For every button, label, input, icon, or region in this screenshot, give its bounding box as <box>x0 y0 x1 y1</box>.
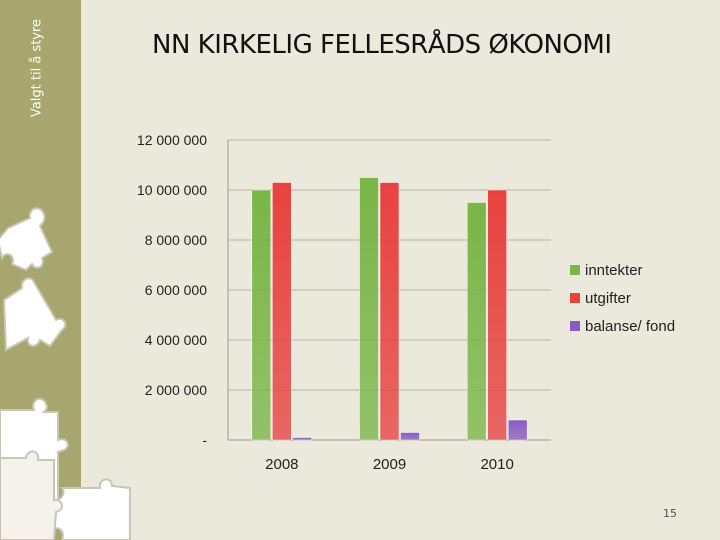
y-tick-label: 8 000 000 <box>145 232 207 248</box>
puzzle-piece-icon <box>0 207 54 272</box>
y-tick-label: 10 000 000 <box>137 182 207 198</box>
legend-swatch <box>570 265 580 275</box>
legend-swatch <box>570 293 580 303</box>
legend-entry: inntekter <box>585 262 643 279</box>
y-tick-label: 2 000 000 <box>145 382 207 398</box>
bar-inntekter-2008 <box>251 189 272 441</box>
puzzle-piece-icon <box>0 450 63 540</box>
bar-balanse-fond-2009 <box>400 432 420 441</box>
bar-inntekter-2010 <box>466 202 487 441</box>
slide-title: NN KIRKELIG FELLESRÅDS ØKONOMI <box>152 30 612 60</box>
bar-balanse-fond-2010 <box>507 419 528 441</box>
legend-swatch <box>570 321 580 331</box>
bar-utgifter-2008 <box>272 182 292 441</box>
x-tick-label: 2009 <box>373 456 406 473</box>
page-number: 15 <box>663 507 677 520</box>
bar-inntekter-2009 <box>359 177 379 441</box>
y-tick-label: 12 000 000 <box>137 132 207 148</box>
y-tick-label: - <box>202 432 207 448</box>
puzzle-piece-icon <box>51 478 131 540</box>
bar-utgifter-2009 <box>379 182 400 441</box>
x-tick-label: 2010 <box>480 456 513 473</box>
x-tick-label: 2008 <box>265 456 298 473</box>
bar-utgifter-2010 <box>487 189 507 441</box>
puzzle-piece-icon <box>2 277 67 352</box>
y-tick-label: 4 000 000 <box>145 332 207 348</box>
legend-entry: utgifter <box>585 290 631 307</box>
bar-balanse-fond-2008 <box>292 437 313 441</box>
legend-entry: balanse/ fond <box>585 318 675 335</box>
puzzle-decoration <box>0 207 131 540</box>
y-tick-label: 6 000 000 <box>145 282 207 298</box>
